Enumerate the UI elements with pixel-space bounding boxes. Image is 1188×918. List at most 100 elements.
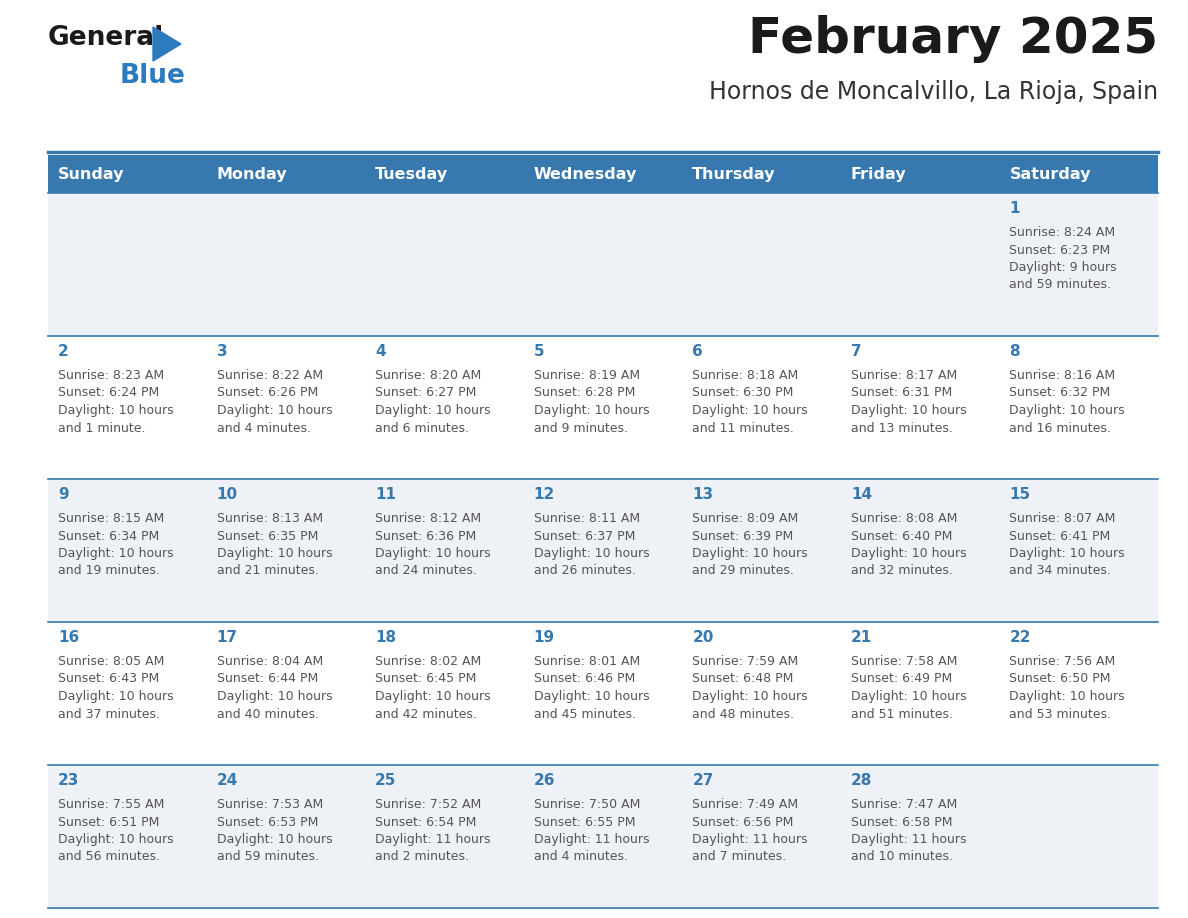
- Text: 20: 20: [693, 630, 714, 645]
- Text: Daylight: 10 hours: Daylight: 10 hours: [216, 404, 333, 417]
- Text: Sunrise: 7:58 AM: Sunrise: 7:58 AM: [851, 655, 958, 668]
- Text: Sunset: 6:54 PM: Sunset: 6:54 PM: [375, 815, 476, 829]
- Text: Wednesday: Wednesday: [533, 166, 637, 182]
- Text: Sunrise: 8:23 AM: Sunrise: 8:23 AM: [58, 369, 164, 382]
- Text: Daylight: 10 hours: Daylight: 10 hours: [693, 547, 808, 560]
- Text: Sunrise: 8:12 AM: Sunrise: 8:12 AM: [375, 512, 481, 525]
- Text: Sunset: 6:24 PM: Sunset: 6:24 PM: [58, 386, 159, 399]
- Text: Sunset: 6:32 PM: Sunset: 6:32 PM: [1010, 386, 1111, 399]
- Text: Sunset: 6:36 PM: Sunset: 6:36 PM: [375, 530, 476, 543]
- Text: Sunrise: 7:56 AM: Sunrise: 7:56 AM: [1010, 655, 1116, 668]
- Text: 14: 14: [851, 487, 872, 502]
- Text: Sunset: 6:35 PM: Sunset: 6:35 PM: [216, 530, 318, 543]
- Text: Daylight: 10 hours: Daylight: 10 hours: [851, 547, 967, 560]
- Text: Daylight: 11 hours: Daylight: 11 hours: [851, 833, 966, 846]
- Text: 7: 7: [851, 344, 861, 359]
- Text: 1: 1: [1010, 201, 1020, 216]
- Text: 9: 9: [58, 487, 69, 502]
- Text: Sunrise: 7:49 AM: Sunrise: 7:49 AM: [693, 798, 798, 811]
- Text: Sunday: Sunday: [58, 166, 125, 182]
- Bar: [48, 479, 1158, 622]
- Text: 28: 28: [851, 773, 872, 788]
- Text: 27: 27: [693, 773, 714, 788]
- Text: and 34 minutes.: and 34 minutes.: [1010, 565, 1111, 577]
- Text: Sunset: 6:30 PM: Sunset: 6:30 PM: [693, 386, 794, 399]
- Text: Sunrise: 8:16 AM: Sunrise: 8:16 AM: [1010, 369, 1116, 382]
- Text: Sunset: 6:28 PM: Sunset: 6:28 PM: [533, 386, 636, 399]
- Text: Sunset: 6:23 PM: Sunset: 6:23 PM: [1010, 243, 1111, 256]
- Text: and 9 minutes.: and 9 minutes.: [533, 421, 627, 434]
- Text: 24: 24: [216, 773, 238, 788]
- Bar: [48, 765, 1158, 908]
- Text: and 40 minutes.: and 40 minutes.: [216, 708, 318, 721]
- Text: and 6 minutes.: and 6 minutes.: [375, 421, 469, 434]
- Text: 11: 11: [375, 487, 396, 502]
- Text: Saturday: Saturday: [1010, 166, 1091, 182]
- Text: Sunset: 6:56 PM: Sunset: 6:56 PM: [693, 815, 794, 829]
- Text: and 59 minutes.: and 59 minutes.: [1010, 278, 1112, 292]
- Text: and 29 minutes.: and 29 minutes.: [693, 565, 794, 577]
- Text: General: General: [48, 25, 164, 51]
- Text: Daylight: 10 hours: Daylight: 10 hours: [216, 690, 333, 703]
- Text: Blue: Blue: [120, 63, 185, 89]
- Text: Sunset: 6:58 PM: Sunset: 6:58 PM: [851, 815, 953, 829]
- Text: and 4 minutes.: and 4 minutes.: [216, 421, 310, 434]
- Text: 19: 19: [533, 630, 555, 645]
- Text: and 26 minutes.: and 26 minutes.: [533, 565, 636, 577]
- Text: and 51 minutes.: and 51 minutes.: [851, 708, 953, 721]
- Text: and 11 minutes.: and 11 minutes.: [693, 421, 794, 434]
- Text: Daylight: 11 hours: Daylight: 11 hours: [693, 833, 808, 846]
- Text: Sunset: 6:26 PM: Sunset: 6:26 PM: [216, 386, 318, 399]
- Text: Daylight: 10 hours: Daylight: 10 hours: [58, 404, 173, 417]
- Text: Sunrise: 8:22 AM: Sunrise: 8:22 AM: [216, 369, 323, 382]
- Text: Sunset: 6:55 PM: Sunset: 6:55 PM: [533, 815, 636, 829]
- Text: Monday: Monday: [216, 166, 287, 182]
- Text: 6: 6: [693, 344, 703, 359]
- Polygon shape: [153, 27, 181, 61]
- Text: Sunrise: 7:53 AM: Sunrise: 7:53 AM: [216, 798, 323, 811]
- Text: 17: 17: [216, 630, 238, 645]
- Text: Daylight: 10 hours: Daylight: 10 hours: [851, 690, 967, 703]
- Text: Sunrise: 8:08 AM: Sunrise: 8:08 AM: [851, 512, 958, 525]
- Text: 25: 25: [375, 773, 397, 788]
- Text: Sunrise: 7:47 AM: Sunrise: 7:47 AM: [851, 798, 958, 811]
- Text: Sunrise: 7:50 AM: Sunrise: 7:50 AM: [533, 798, 640, 811]
- Text: Sunset: 6:46 PM: Sunset: 6:46 PM: [533, 673, 634, 686]
- Text: and 42 minutes.: and 42 minutes.: [375, 708, 478, 721]
- Text: Sunset: 6:51 PM: Sunset: 6:51 PM: [58, 815, 159, 829]
- Text: Daylight: 10 hours: Daylight: 10 hours: [216, 833, 333, 846]
- Text: Daylight: 11 hours: Daylight: 11 hours: [375, 833, 491, 846]
- Text: Sunrise: 8:24 AM: Sunrise: 8:24 AM: [1010, 226, 1116, 239]
- Text: and 7 minutes.: and 7 minutes.: [693, 850, 786, 864]
- Text: Daylight: 10 hours: Daylight: 10 hours: [1010, 690, 1125, 703]
- Text: Daylight: 10 hours: Daylight: 10 hours: [58, 547, 173, 560]
- Text: 10: 10: [216, 487, 238, 502]
- Text: 13: 13: [693, 487, 714, 502]
- Text: Sunrise: 8:13 AM: Sunrise: 8:13 AM: [216, 512, 323, 525]
- Text: Sunset: 6:37 PM: Sunset: 6:37 PM: [533, 530, 636, 543]
- Bar: [48, 155, 1158, 193]
- Text: Daylight: 10 hours: Daylight: 10 hours: [533, 404, 650, 417]
- Text: 23: 23: [58, 773, 80, 788]
- Text: Daylight: 10 hours: Daylight: 10 hours: [533, 547, 650, 560]
- Text: 3: 3: [216, 344, 227, 359]
- Text: Sunrise: 8:05 AM: Sunrise: 8:05 AM: [58, 655, 164, 668]
- Text: Sunset: 6:39 PM: Sunset: 6:39 PM: [693, 530, 794, 543]
- Text: and 13 minutes.: and 13 minutes.: [851, 421, 953, 434]
- Text: and 10 minutes.: and 10 minutes.: [851, 850, 953, 864]
- Text: Daylight: 10 hours: Daylight: 10 hours: [1010, 547, 1125, 560]
- Text: Sunset: 6:49 PM: Sunset: 6:49 PM: [851, 673, 952, 686]
- Text: Sunset: 6:45 PM: Sunset: 6:45 PM: [375, 673, 476, 686]
- Text: Daylight: 9 hours: Daylight: 9 hours: [1010, 261, 1117, 274]
- Text: Sunset: 6:50 PM: Sunset: 6:50 PM: [1010, 673, 1111, 686]
- Text: Tuesday: Tuesday: [375, 166, 448, 182]
- Text: Daylight: 10 hours: Daylight: 10 hours: [693, 690, 808, 703]
- Text: Daylight: 10 hours: Daylight: 10 hours: [216, 547, 333, 560]
- Text: Sunrise: 8:18 AM: Sunrise: 8:18 AM: [693, 369, 798, 382]
- Text: Daylight: 10 hours: Daylight: 10 hours: [693, 404, 808, 417]
- Bar: [48, 336, 1158, 479]
- Text: 22: 22: [1010, 630, 1031, 645]
- Text: Sunrise: 8:02 AM: Sunrise: 8:02 AM: [375, 655, 481, 668]
- Text: Sunrise: 8:20 AM: Sunrise: 8:20 AM: [375, 369, 481, 382]
- Text: Sunrise: 8:15 AM: Sunrise: 8:15 AM: [58, 512, 164, 525]
